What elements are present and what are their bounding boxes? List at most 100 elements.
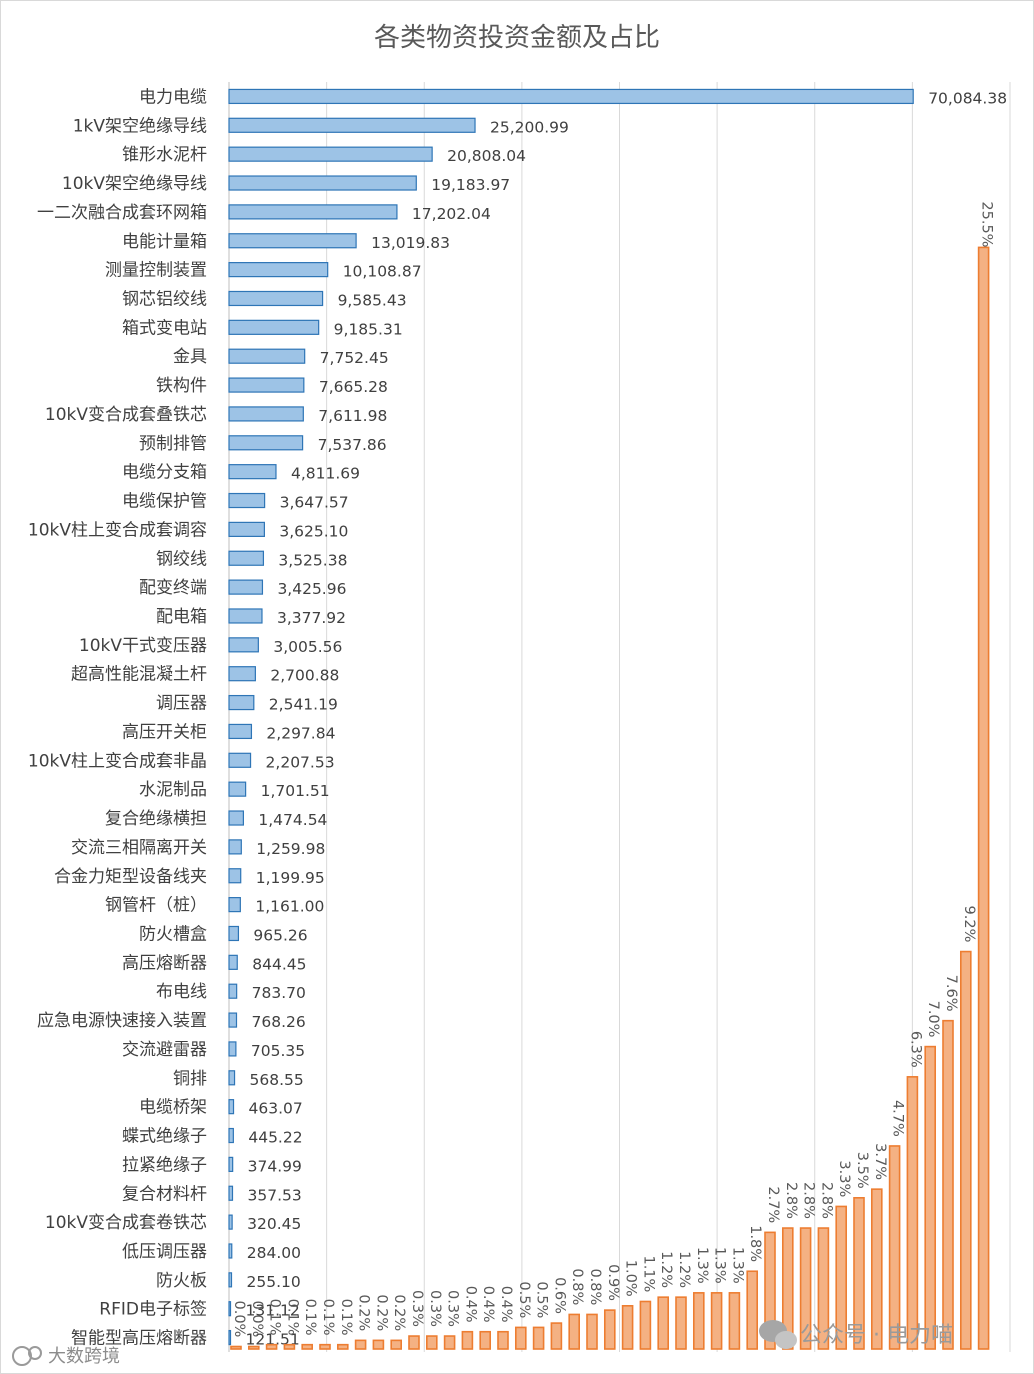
hbar xyxy=(228,319,320,335)
value-label: 7,537.86 xyxy=(318,436,387,454)
category-label: 测量控制装置 xyxy=(105,261,207,281)
hbar xyxy=(228,464,277,480)
percent-label: 0.5% xyxy=(516,1281,532,1318)
percent-label: 0.1% xyxy=(320,1299,336,1336)
vbar xyxy=(870,1188,883,1350)
category-label: 低压调压器 xyxy=(122,1242,207,1262)
percent-label: 0.9% xyxy=(605,1264,621,1301)
vbar xyxy=(853,1197,865,1350)
hbar xyxy=(228,954,238,970)
percent-label: 7.6% xyxy=(943,975,959,1012)
vbar xyxy=(728,1292,741,1350)
hbar xyxy=(228,233,357,249)
hbar xyxy=(228,666,256,682)
watermark-left-text: 大数跨境 xyxy=(48,1346,120,1367)
category-label: 10kV干式变压器 xyxy=(79,636,207,656)
vbar xyxy=(764,1231,776,1350)
value-label: 25,200.99 xyxy=(490,118,569,136)
value-label: 255.10 xyxy=(246,1273,300,1291)
hbar xyxy=(228,810,244,826)
vbar xyxy=(781,1227,794,1350)
value-label: 357.53 xyxy=(247,1186,301,1204)
value-label: 705.35 xyxy=(251,1042,305,1060)
category-label: 应急电源快速接入装置 xyxy=(37,1011,207,1031)
percent-label: 0.4% xyxy=(498,1286,514,1323)
category-label: 复合材料杆 xyxy=(122,1184,207,1204)
category-label: 复合绝缘横担 xyxy=(105,809,207,829)
vbar xyxy=(603,1309,616,1350)
percent-label: 3.5% xyxy=(854,1152,870,1189)
vbar xyxy=(514,1326,527,1350)
percent-label: 0.8% xyxy=(569,1268,585,1305)
vbar xyxy=(692,1292,705,1350)
value-label: 3,647.57 xyxy=(280,494,349,512)
value-label: 2,541.19 xyxy=(269,696,338,714)
percent-label: 0.6% xyxy=(551,1277,567,1314)
vbar xyxy=(336,1343,349,1350)
vbar xyxy=(230,1345,242,1350)
hbar xyxy=(228,723,253,740)
vbar xyxy=(746,1270,759,1350)
category-label: 钢绞线 xyxy=(156,549,207,569)
hbar xyxy=(228,1329,232,1346)
category-label: 金具 xyxy=(173,347,207,367)
value-label: 20,808.04 xyxy=(447,147,526,165)
category-label: 高压开关柜 xyxy=(122,722,207,742)
hbar xyxy=(228,550,265,566)
vbar xyxy=(568,1313,581,1350)
category-label: 铁构件 xyxy=(156,376,207,396)
percent-label: 2.8% xyxy=(783,1182,799,1219)
value-label: 1,259.98 xyxy=(256,840,325,858)
hbar xyxy=(228,435,304,451)
hbar xyxy=(228,492,266,509)
vbar xyxy=(959,950,972,1350)
percent-label: 9.2% xyxy=(961,906,977,943)
percent-label: 6.3% xyxy=(907,1031,923,1068)
percent-label: 2.8% xyxy=(801,1182,817,1219)
vbar xyxy=(710,1292,723,1350)
hbar xyxy=(228,1012,238,1028)
value-label: 768.26 xyxy=(252,1013,306,1031)
category-label: 防火板 xyxy=(156,1271,207,1291)
category-label: 配变终端 xyxy=(139,578,207,598)
hbar xyxy=(228,146,433,162)
hbar xyxy=(228,1214,233,1230)
vbar xyxy=(479,1330,492,1350)
vbar xyxy=(888,1145,901,1350)
value-label: 463.07 xyxy=(249,1100,303,1118)
vbar xyxy=(639,1300,652,1350)
category-label: 预制排管 xyxy=(139,434,207,454)
hbar xyxy=(228,406,304,422)
category-label: 锥形水泥杆 xyxy=(122,145,207,165)
vbar xyxy=(301,1343,314,1350)
hbar xyxy=(228,868,242,884)
wechat-icon xyxy=(759,1320,797,1349)
hbar xyxy=(228,839,242,855)
category-label: 交流避雷器 xyxy=(122,1040,207,1060)
vbar xyxy=(408,1335,420,1350)
value-label: 3,525.38 xyxy=(278,551,347,569)
category-label: 防火槽盒 xyxy=(139,924,207,944)
hbar xyxy=(228,1041,237,1057)
value-label: 13,019.83 xyxy=(371,234,450,252)
category-label: 一二次融合成套环网箱 xyxy=(37,203,207,223)
percent-label: 0.5% xyxy=(534,1281,550,1318)
percent-label: 1.3% xyxy=(712,1247,728,1284)
value-label: 17,202.04 xyxy=(412,205,491,223)
category-label: 布电线 xyxy=(156,982,207,1002)
category-label: 铜排 xyxy=(173,1069,207,1089)
category-label: 10kV柱上变合成套调容 xyxy=(28,520,207,540)
vbar xyxy=(390,1339,403,1350)
hbar xyxy=(228,262,329,278)
value-label: 2,297.84 xyxy=(266,724,335,742)
value-label: 568.55 xyxy=(250,1071,304,1089)
category-label: 10kV变合成套叠铁芯 xyxy=(45,405,207,425)
vbar xyxy=(924,1045,937,1350)
percent-label: 0.3% xyxy=(445,1290,461,1327)
percent-label: 0.1% xyxy=(302,1299,318,1336)
vbar xyxy=(942,1019,954,1350)
vbar xyxy=(799,1227,812,1350)
category-label: 1kV架空绝缘导线 xyxy=(73,116,207,136)
percent-label: 25.5% xyxy=(979,201,995,247)
hbar xyxy=(228,637,259,653)
